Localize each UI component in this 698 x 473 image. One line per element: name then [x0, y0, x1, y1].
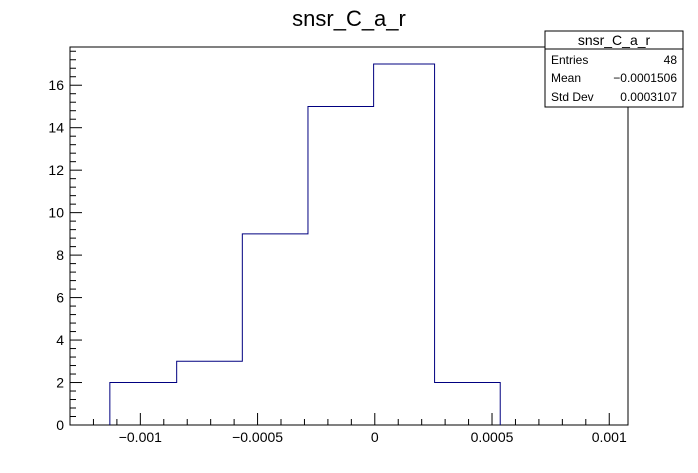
y-tick-label: 10: [48, 205, 64, 221]
histogram-bin: [374, 64, 435, 425]
x-tick-label: 0.001: [592, 429, 627, 445]
stats-entries-label: Entries: [551, 53, 588, 67]
histogram-bin: [110, 383, 177, 425]
y-tick-label: 6: [56, 290, 64, 306]
y-tick-label: 14: [48, 120, 64, 136]
stats-mean-value: −0.0001506: [613, 71, 677, 85]
stats-box-frame: [544, 30, 684, 108]
x-tick-label: −0.0005: [232, 429, 283, 445]
y-tick-label: 4: [56, 332, 64, 348]
chart-title: snsr_C_a_r: [292, 6, 406, 31]
histogram-bins: [110, 64, 500, 425]
y-tick-label: 16: [48, 77, 64, 93]
y-tick-label: 8: [56, 247, 64, 263]
x-tick-label: −0.001: [119, 429, 162, 445]
stats-mean-label: Mean: [551, 71, 581, 85]
stats-stddev-label: Std Dev: [551, 90, 594, 104]
histogram-bin: [242, 234, 308, 425]
y-tick-label: 2: [56, 375, 64, 391]
histogram-bin: [177, 361, 243, 425]
plot-frame: [69, 46, 629, 426]
axis-tick-labels: −0.001 −0.0005 0 0.0005 0.001 0 2 4 6 8 10 12 14 16: [48, 77, 627, 445]
stats-entries-value: 48: [664, 53, 678, 67]
x-tick-label: 0: [371, 429, 379, 445]
stats-stddev-value: 0.0003107: [620, 90, 677, 104]
histogram-bin: [308, 106, 374, 425]
axis-ticks: [70, 50, 610, 426]
y-tick-label: 0: [56, 417, 64, 433]
stats-box: snsr_C_a_r Entries 48 Mean −0.0001506 St…: [544, 30, 684, 108]
histogram-bin: [435, 383, 501, 425]
histogram-outline: [109, 63, 501, 425]
y-tick-label: 12: [48, 162, 64, 178]
stats-box-title: snsr_C_a_r: [578, 32, 651, 48]
x-tick-label: 0.0005: [471, 429, 514, 445]
